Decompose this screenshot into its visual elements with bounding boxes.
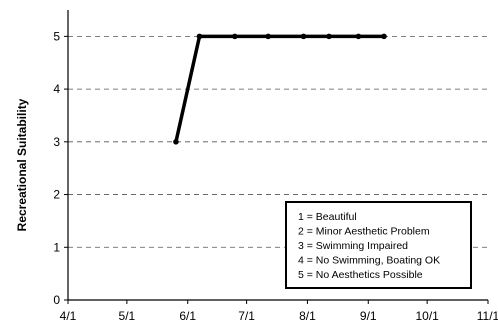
data-point: [232, 33, 238, 40]
y-tick-label: 0: [53, 293, 60, 307]
x-tick-label: 9/1: [360, 309, 377, 323]
legend: 1 = Beautiful 2 = Minor Aesthetic Problem…: [285, 201, 472, 289]
y-tick-label: 3: [53, 135, 60, 149]
series-line: [174, 34, 384, 143]
x-tick-label: 8/1: [299, 309, 316, 323]
x-tick-label: 7/1: [238, 309, 255, 323]
legend-entry: 3 = Swimming Impaired: [298, 240, 408, 252]
data-point: [326, 33, 332, 40]
legend-entry: 1 = Beautiful: [298, 211, 357, 223]
x-tick-label: 5/1: [119, 309, 136, 323]
legend-box: [285, 201, 472, 289]
x-tick-label: 6/1: [179, 309, 196, 323]
legend-entry: 2 = Minor Aesthetic Problem: [298, 226, 430, 238]
x-tick-label: 4/1: [60, 309, 77, 323]
y-tick-label: 5: [53, 29, 60, 43]
x-tick-label: 11/1: [477, 309, 498, 323]
tick-labels: 0 1 2 3 4 5 4/1 5/1 6/1 7/1 8/1 9/1 10/1 11/1: [53, 29, 498, 323]
axes: [64, 10, 489, 304]
legend-entry: 4 = No Swimming, Boating OK: [298, 255, 440, 267]
data-point: [381, 33, 387, 40]
y-tick-label: 4: [53, 82, 60, 96]
data-point: [265, 33, 271, 40]
y-axis-title: Recreational Suitability: [15, 98, 29, 231]
y-tick-label: 1: [53, 240, 60, 254]
data-point: [355, 33, 362, 40]
data-point: [173, 139, 179, 145]
legend-entry: 5 = No Aesthetics Possible: [298, 269, 423, 281]
data-point: [300, 33, 307, 40]
series-group: [173, 33, 387, 145]
data-point: [196, 33, 203, 40]
x-tick-label: 10/1: [415, 309, 439, 323]
y-tick-label: 2: [53, 188, 60, 202]
